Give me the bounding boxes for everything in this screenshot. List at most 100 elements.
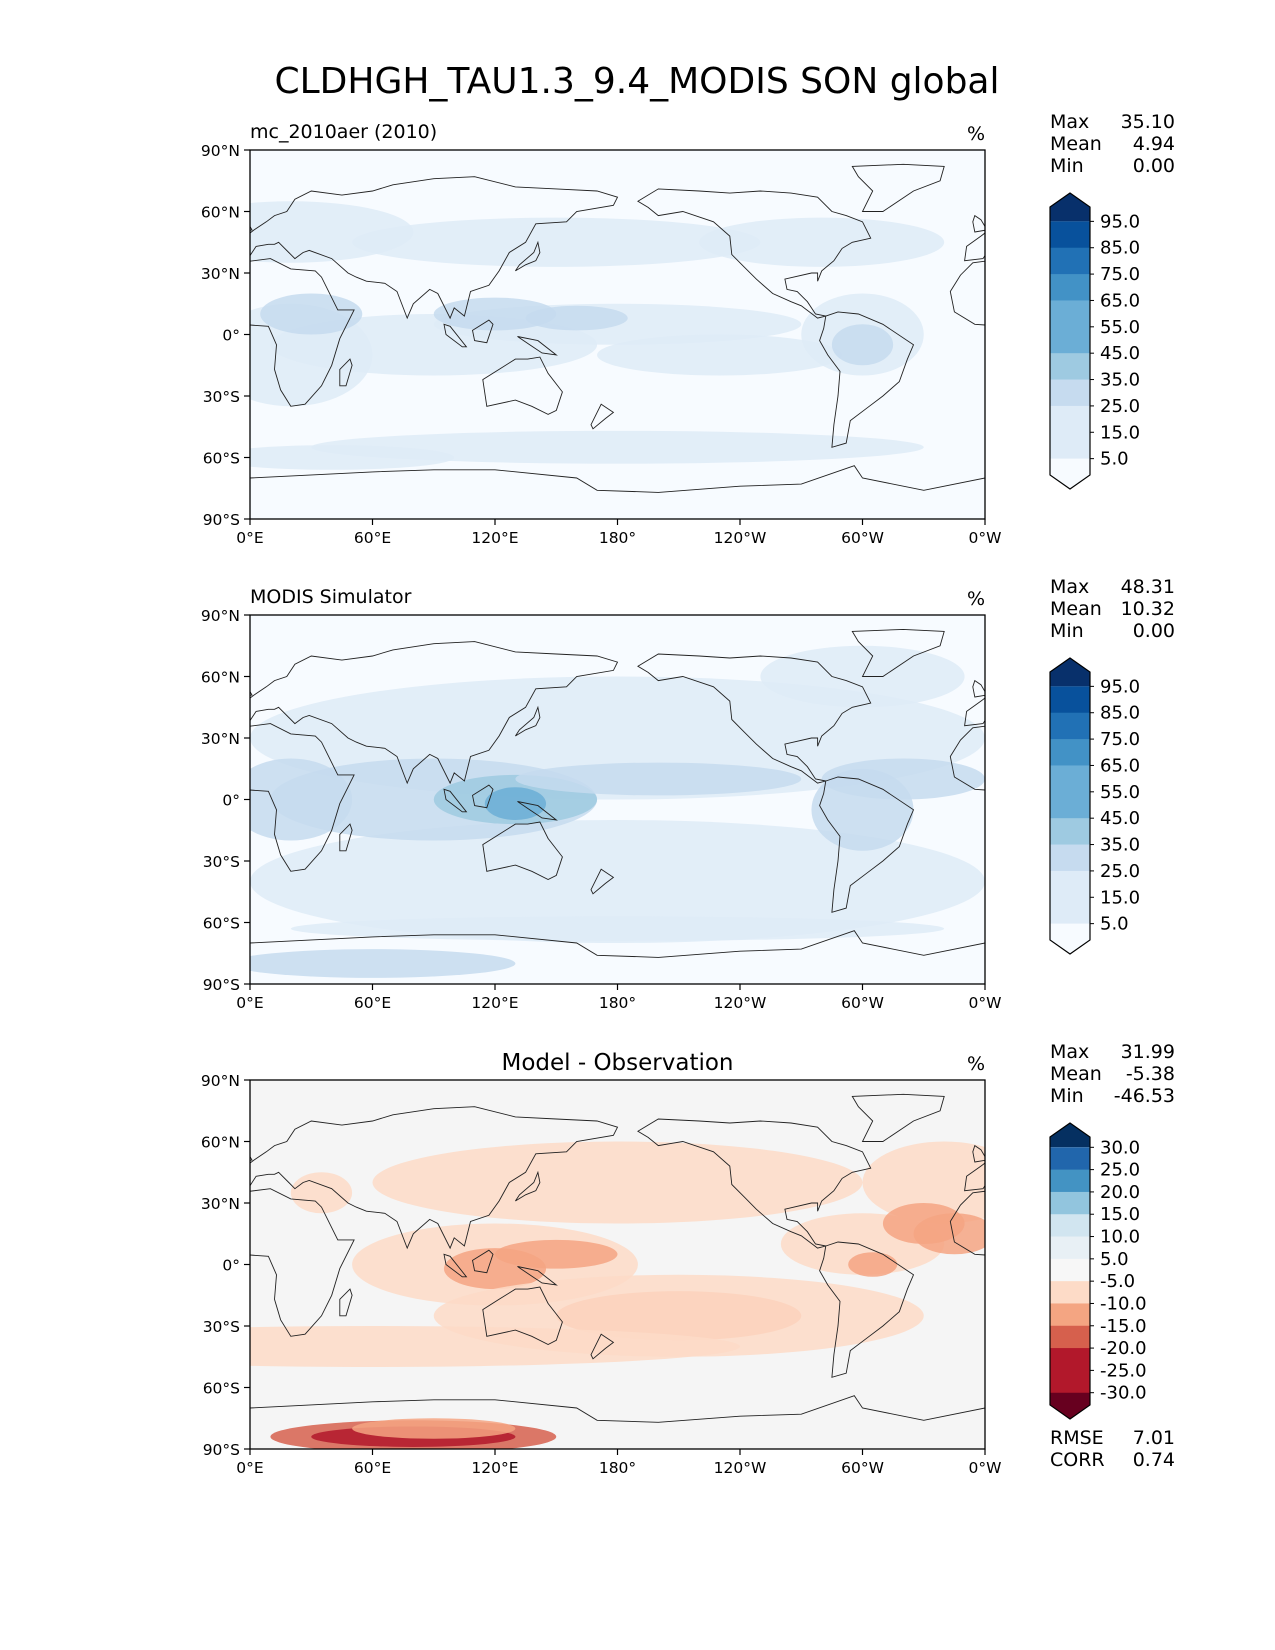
coastline-greenland bbox=[851, 163, 945, 212]
colorbar-label: 45.0 bbox=[1100, 808, 1140, 829]
colorbar-bin bbox=[1050, 353, 1090, 381]
x-tick-label: 120°W bbox=[714, 994, 767, 1012]
panel-title: MODIS Simulator bbox=[250, 586, 412, 608]
field-contour bbox=[495, 1239, 618, 1269]
coastline-japan bbox=[515, 1170, 541, 1202]
coastline-borneo bbox=[1208, 320, 1229, 343]
field-contour bbox=[515, 762, 802, 796]
coastline-antarctica bbox=[984, 942, 985, 984]
field-contour bbox=[290, 916, 945, 941]
map-panel-1: mc_2010aer (2010) % 90°N 60°N 30°N 0° 30°S 60°S… bbox=[0, 111, 1275, 547]
coastlines bbox=[0, 163, 1275, 519]
field-contour bbox=[484, 787, 547, 820]
field-contour bbox=[250, 1326, 740, 1367]
coastline-madagascar bbox=[339, 358, 353, 387]
coastline-japan bbox=[1250, 1172, 1275, 1201]
colorbar-label: 65.0 bbox=[1100, 755, 1140, 776]
colorbar-bin bbox=[1050, 1169, 1090, 1193]
field-contour bbox=[290, 1172, 353, 1214]
colorbar-extend-top bbox=[1050, 658, 1090, 687]
field-contour bbox=[699, 217, 945, 267]
x-tick-label: 180° bbox=[599, 994, 636, 1012]
field-contour bbox=[260, 293, 363, 335]
field-contour bbox=[250, 949, 516, 978]
coastline-eurasia bbox=[250, 1106, 619, 1250]
colorbar-label: 5.0 bbox=[1100, 914, 1129, 935]
x-tick-label: 120°E bbox=[471, 994, 518, 1012]
field-contour bbox=[433, 297, 557, 331]
coastline-greenland bbox=[851, 628, 945, 677]
y-tick-label: 30°N bbox=[201, 730, 240, 748]
x-tick-label: 0°E bbox=[236, 994, 263, 1012]
colorbar-label: 85.0 bbox=[1100, 703, 1140, 724]
colorbar-bin bbox=[1050, 326, 1090, 354]
colorbar-label: 25.0 bbox=[1100, 861, 1140, 882]
colorbar-label: 95.0 bbox=[1100, 676, 1140, 697]
stat-label-mean: Mean bbox=[1050, 133, 1102, 155]
coastline-borneo bbox=[1208, 1250, 1229, 1273]
metric-label-corr: CORR bbox=[1050, 1449, 1105, 1471]
colorbar-bin bbox=[1050, 818, 1090, 846]
colorbar-label: -5.0 bbox=[1100, 1271, 1135, 1292]
x-tick-label: 60°W bbox=[841, 1459, 884, 1477]
coastline-antarctica bbox=[250, 465, 985, 519]
coastline-sumatra bbox=[443, 788, 468, 813]
stat-value-min: 0.00 bbox=[1133, 620, 1175, 642]
coastline-sumatra bbox=[1179, 789, 1201, 812]
coastline-australia bbox=[482, 821, 563, 881]
coastline-australia bbox=[482, 1286, 563, 1346]
colorbar-bin bbox=[1050, 686, 1090, 714]
stat-value-max: 31.99 bbox=[1121, 1041, 1175, 1063]
stat-label-max: Max bbox=[1050, 1041, 1089, 1063]
coastline-greenland bbox=[117, 629, 209, 676]
stat-label-min: Min bbox=[1050, 620, 1084, 642]
coastline-newGuinea bbox=[517, 1266, 558, 1286]
colorbar-bin bbox=[1050, 1258, 1090, 1282]
coastline-southAmerica bbox=[819, 311, 915, 448]
stat-label-min: Min bbox=[1050, 155, 1084, 177]
colorbar-bin bbox=[1050, 765, 1090, 793]
x-tick-label: 0°W bbox=[969, 994, 1002, 1012]
colorbar-extend-bottom bbox=[1050, 923, 1090, 954]
y-tick-label: 90°S bbox=[203, 1441, 240, 1459]
colorbar-bin bbox=[1050, 1236, 1090, 1260]
colorbar-bin bbox=[1050, 897, 1090, 925]
colorbar-label: 20.0 bbox=[1100, 1182, 1140, 1203]
coastline-borneo bbox=[471, 319, 494, 344]
colorbar-bin bbox=[1050, 1348, 1090, 1371]
metric-value-rmse: 7.01 bbox=[1133, 1427, 1175, 1449]
coastline-africa bbox=[250, 258, 355, 407]
coastline-southAmerica bbox=[819, 1241, 915, 1378]
field-contour bbox=[831, 324, 894, 366]
coastline-australia bbox=[1218, 357, 1275, 414]
y-tick-label: 0° bbox=[222, 792, 240, 810]
coastlines bbox=[117, 628, 1201, 984]
x-tick-label: 180° bbox=[599, 1459, 636, 1477]
y-tick-label: 90°S bbox=[203, 511, 240, 529]
colorbar-label: 15.0 bbox=[1100, 887, 1140, 908]
colorbar-label: -25.0 bbox=[1100, 1360, 1147, 1381]
coastline-northAmerica bbox=[0, 189, 136, 318]
colorbar-bin bbox=[1050, 405, 1090, 433]
colorbar-outline bbox=[1049, 192, 1091, 490]
colorbar-label: 15.0 bbox=[1100, 422, 1140, 443]
x-tick-label: 0°E bbox=[236, 529, 263, 547]
x-tick-label: 0°W bbox=[969, 1459, 1002, 1477]
coastline-madagascar bbox=[339, 1288, 353, 1317]
x-tick-label: 0°E bbox=[236, 1459, 263, 1477]
coastline-borneo bbox=[471, 784, 494, 809]
y-tick-label: 30°S bbox=[203, 1318, 240, 1336]
coastline-australia bbox=[482, 356, 563, 415]
colorbar-label: 10.0 bbox=[1100, 1227, 1140, 1248]
colorbar-label: 25.0 bbox=[1100, 396, 1140, 417]
x-tick-label: 60°E bbox=[354, 994, 391, 1012]
field-contour bbox=[372, 1141, 863, 1224]
field-contour bbox=[250, 445, 455, 470]
colorbar-bin bbox=[1050, 1214, 1090, 1238]
colorbar-label: -30.0 bbox=[1100, 1383, 1147, 1404]
y-tick-label: 60°N bbox=[201, 204, 240, 222]
field-contour bbox=[597, 334, 843, 376]
coastline-africa bbox=[250, 1188, 355, 1337]
colorbar-bin bbox=[1050, 1303, 1090, 1327]
